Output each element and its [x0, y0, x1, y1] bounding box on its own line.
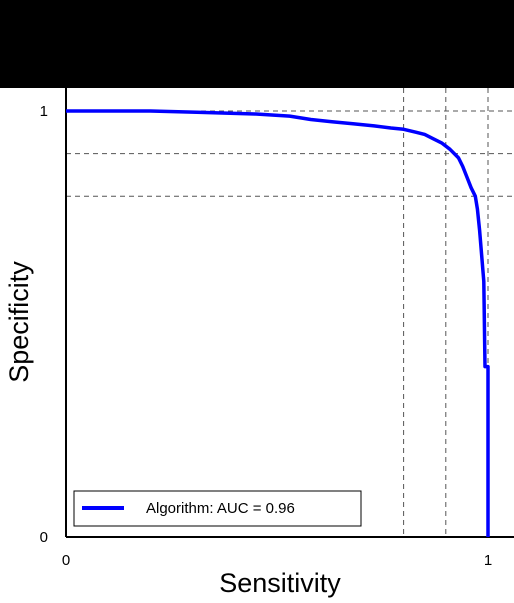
tick-labels: 0 1 0 1 [40, 103, 493, 569]
y-tick-label-1: 1 [40, 103, 48, 120]
legend-label: Algorithm: AUC = 0.96 [146, 500, 295, 517]
reference-lines [66, 88, 514, 537]
y-axis-title: Specificity [4, 261, 34, 383]
y-tick-label-0: 0 [40, 529, 48, 546]
x-axis-title: Sensitivity [219, 568, 341, 598]
x-tick-label-0: 0 [62, 552, 70, 569]
legend: Algorithm: AUC = 0.96 [73, 490, 362, 527]
roc-curve-line-0 [66, 109, 490, 537]
top-black-band [0, 0, 514, 88]
series-layer [66, 109, 490, 537]
axes [65, 88, 514, 538]
x-tick-label-1: 1 [484, 552, 492, 569]
